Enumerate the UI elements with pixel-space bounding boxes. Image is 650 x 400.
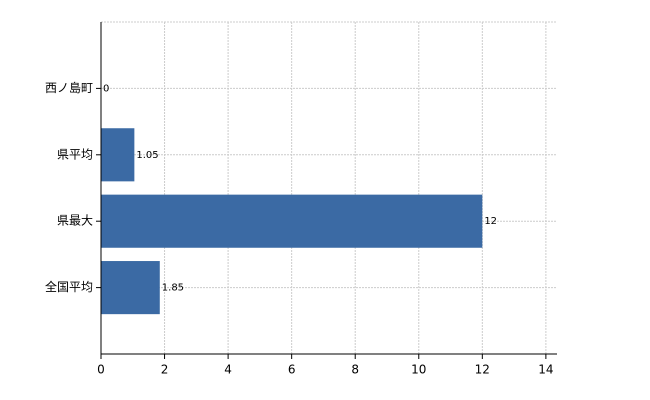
x-tick-label: 10 bbox=[411, 363, 426, 377]
value-label: 12 bbox=[484, 216, 497, 227]
bar bbox=[101, 261, 160, 315]
x-tick-label: 2 bbox=[161, 363, 169, 377]
x-tick-label: 14 bbox=[538, 363, 553, 377]
x-tick-label: 12 bbox=[475, 363, 490, 377]
y-tick-label: 県最大 bbox=[57, 214, 93, 228]
x-tick-label: 4 bbox=[224, 363, 232, 377]
y-tick-label: 県平均 bbox=[57, 147, 93, 161]
x-tick-label: 0 bbox=[97, 363, 105, 377]
value-label: 1.05 bbox=[136, 150, 158, 161]
y-tick-label: 西ノ島町 bbox=[45, 80, 93, 95]
x-tick-label: 8 bbox=[351, 363, 359, 377]
value-label: 1.85 bbox=[162, 283, 184, 294]
value-label: 0 bbox=[103, 83, 109, 94]
bar bbox=[101, 128, 135, 182]
y-tick-label: 全国平均 bbox=[45, 279, 93, 294]
x-tick-label: 6 bbox=[288, 363, 296, 377]
bar bbox=[101, 194, 483, 248]
